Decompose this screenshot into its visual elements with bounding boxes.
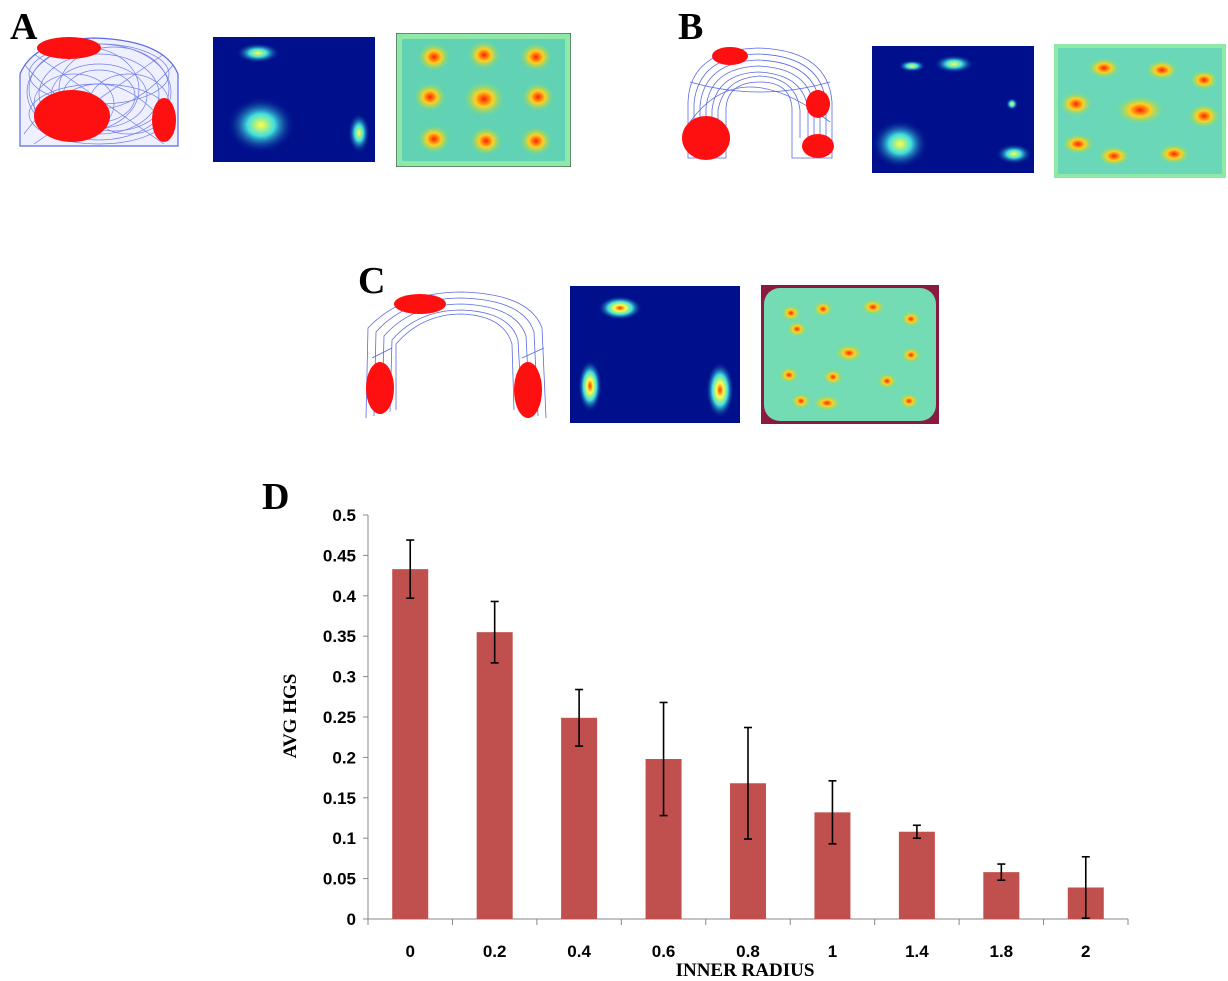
rate-map-a — [213, 37, 375, 162]
x-tick-label: 0.4 — [567, 942, 591, 961]
bar — [476, 632, 513, 919]
y-tick-label: 0.4 — [332, 587, 356, 606]
panel-label-d: D — [262, 476, 290, 518]
x-tick-label: 0.2 — [483, 942, 507, 961]
y-tick-label: 0.25 — [323, 708, 356, 727]
y-tick-label: 0.2 — [332, 748, 356, 767]
y-tick-label: 0.15 — [323, 789, 356, 808]
x-tick-label: 0.8 — [736, 942, 760, 961]
x-tick-label: 1 — [828, 942, 837, 961]
x-tick-label: 0 — [405, 942, 414, 961]
bar — [561, 717, 598, 919]
trajectory-plot-b — [682, 47, 834, 160]
y-tick-label: 0.45 — [323, 546, 356, 565]
x-tick-label: 0.6 — [652, 942, 676, 961]
panel-label-c: C — [358, 260, 386, 302]
y-tick-label: 0.1 — [332, 829, 356, 848]
y-tick-label: 0 — [347, 910, 356, 929]
bar — [898, 831, 935, 919]
panel-label-b: B — [678, 6, 704, 48]
panel-label-a: A — [10, 6, 38, 48]
rate-map-b — [872, 46, 1034, 173]
trajectory-plot-c — [365, 291, 547, 419]
y-tick-label: 0.05 — [323, 870, 356, 889]
bar — [392, 569, 429, 919]
autocorrelogram-a — [396, 33, 571, 167]
autocorrelogram-c — [761, 285, 939, 424]
y-tick-label: 0.5 — [332, 506, 356, 525]
trajectory-plot-a — [19, 37, 179, 147]
rate-map-c — [570, 286, 740, 423]
x-tick-label: 2 — [1081, 942, 1090, 961]
y-tick-label: 0.3 — [332, 668, 356, 687]
y-axis-title: AVG HGS — [280, 674, 301, 759]
x-axis-title: INNER RADIUS — [676, 960, 815, 981]
y-tick-label: 0.35 — [323, 627, 356, 646]
autocorrelogram-b — [1054, 44, 1226, 178]
x-tick-label: 1.8 — [990, 942, 1014, 961]
x-tick-label: 1.4 — [905, 942, 929, 961]
